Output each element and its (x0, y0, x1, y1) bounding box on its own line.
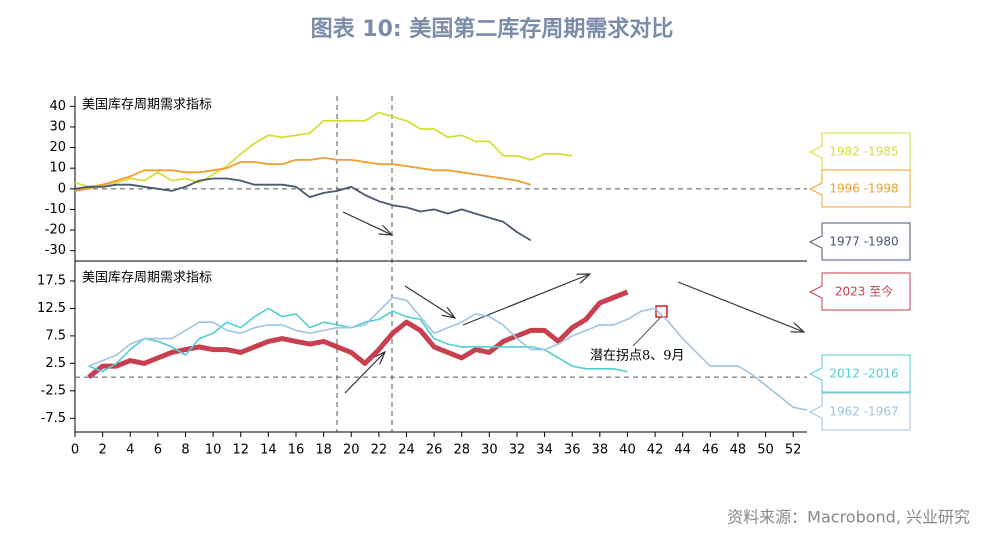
y-tick-label: 12.5 (37, 301, 66, 316)
y-tick-label: 7.5 (45, 328, 66, 343)
y-tick-label: -2.5 (41, 383, 66, 398)
x-tick-label: 28 (453, 443, 470, 458)
x-tick-label: 2 (98, 443, 106, 458)
x-tick-label: 36 (564, 443, 581, 458)
legend-label: 2012 -2016 (829, 367, 898, 381)
y-tick-label: -30 (45, 243, 66, 258)
series-line (74, 177, 532, 242)
x-tick-label: 22 (371, 443, 388, 458)
x-tick-label: 4 (126, 443, 134, 458)
annotation: 潜在拐点8、9月 (590, 349, 685, 364)
x-tick-label: 34 (536, 443, 553, 458)
y-tick-label: 20 (49, 140, 66, 155)
series-line (74, 157, 532, 192)
series-line (88, 307, 628, 373)
x-tick-label: 52 (785, 443, 802, 458)
y-tick-label: 2.5 (45, 356, 66, 371)
x-tick-label: 16 (288, 443, 305, 458)
arrow (344, 352, 385, 394)
legend-box (808, 272, 911, 311)
y-tick-label: 0 (58, 181, 66, 196)
legend-label: 1982 -1985 (829, 145, 898, 159)
series-line (87, 289, 629, 380)
x-tick-label: 48 (730, 443, 747, 458)
y-tick-label: 17.5 (37, 273, 66, 288)
x-tick-label: 32 (509, 443, 526, 458)
x-tick-label: 0 (71, 443, 79, 458)
x-tick-label: 12 (232, 443, 249, 458)
y-tick-label: 10 (49, 161, 66, 176)
legend-box (808, 392, 911, 431)
chart-title: 图表 10: 美国第二库存周期需求对比 (311, 16, 674, 42)
y-tick-label: 40 (49, 99, 66, 114)
legend-box (808, 132, 911, 171)
series-line (88, 296, 808, 411)
x-tick-label: 8 (181, 443, 189, 458)
legend-box (808, 354, 911, 393)
x-tick-label: 18 (315, 443, 332, 458)
x-tick-label: 42 (647, 443, 664, 458)
x-tick-label: 20 (343, 443, 360, 458)
x-tick-label: 10 (205, 443, 222, 458)
y-tick-label: -7.5 (41, 411, 66, 426)
x-tick-label: 14 (260, 443, 277, 458)
x-tick-label: 26 (426, 443, 443, 458)
legend-box (808, 169, 911, 208)
x-tick-label: 38 (592, 443, 609, 458)
x-tick-label: 50 (757, 443, 774, 458)
arrow (342, 211, 392, 235)
x-tick-label: 6 (154, 443, 162, 458)
y-tick-label: -10 (45, 202, 66, 217)
arrow (404, 285, 455, 318)
annotation: 美国库存周期需求指标 (82, 270, 212, 286)
x-tick-label: 46 (702, 443, 719, 458)
annotation: 美国库存周期需求指标 (82, 97, 212, 113)
y-tick-label: -20 (45, 223, 66, 238)
legend-label: 2023 至今 (835, 284, 893, 299)
source: 资料来源：Macrobond, 兴业研究 (727, 508, 970, 527)
y-tick-label: 30 (49, 119, 66, 134)
arrow (462, 274, 590, 326)
legend-label: 1977 -1980 (829, 235, 898, 249)
legend-box (808, 222, 911, 261)
connector (632, 317, 661, 347)
arrow (677, 281, 804, 332)
series-line (74, 111, 573, 188)
x-tick-label: 30 (481, 443, 498, 458)
x-tick-label: 24 (398, 443, 415, 458)
legend-label: 1996 -1998 (829, 182, 898, 196)
x-tick-label: 44 (674, 443, 691, 458)
marker-box (655, 305, 668, 318)
x-tick-label: 40 (619, 443, 636, 458)
legend-label: 1962 -1967 (829, 405, 898, 419)
